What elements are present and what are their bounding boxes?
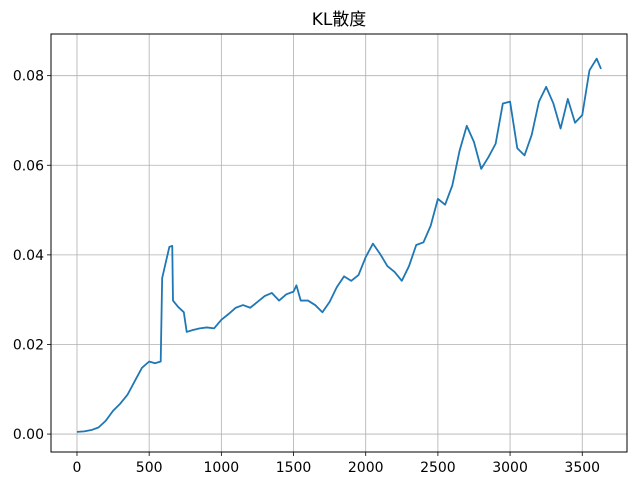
y-tick-label: 0.00 xyxy=(13,427,44,443)
x-tick-label: 2000 xyxy=(348,460,384,476)
y-axis: 0.00 0.02 0.04 0.06 0.08 xyxy=(13,69,51,443)
y-tick-label: 0.08 xyxy=(13,69,44,85)
y-tick-label: 0.02 xyxy=(13,337,44,353)
x-tick-label: 1000 xyxy=(204,460,240,476)
grid xyxy=(51,34,627,452)
plot-frame xyxy=(50,33,628,453)
y-tick-label: 0.04 xyxy=(13,248,44,264)
x-tick-label: 0 xyxy=(73,460,82,476)
series-line-0 xyxy=(76,57,602,433)
x-tick-label: 1500 xyxy=(276,460,312,476)
x-tick-label: 500 xyxy=(136,460,163,476)
x-tick-label: 3000 xyxy=(492,460,528,476)
y-tick-label: 0.06 xyxy=(13,158,44,174)
x-tick-label: 3500 xyxy=(564,460,600,476)
series-layer xyxy=(76,57,602,433)
x-axis: 0 500 1000 1500 2000 2500 3000 3500 xyxy=(73,452,600,476)
x-tick-label: 2500 xyxy=(420,460,456,476)
chart-title: KL散度 xyxy=(312,10,367,30)
